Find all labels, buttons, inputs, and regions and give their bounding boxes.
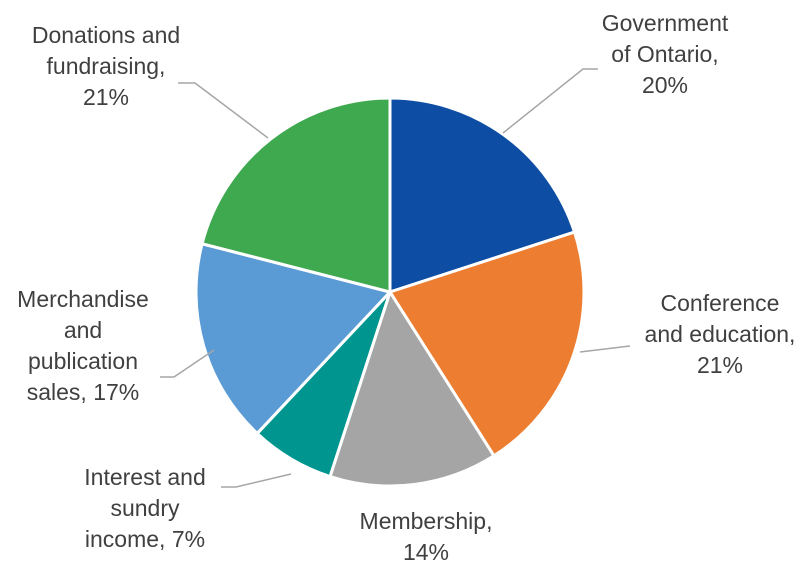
slice-label-merchandise-and-publication-sales: Merchandise and publication sales, 17% — [2, 284, 164, 408]
label-line: income, 7% — [84, 526, 206, 552]
label-line: Government — [601, 10, 729, 36]
leader-line-government-of-ontario — [502, 68, 598, 134]
slice-label-membership: Membership, 14% — [336, 506, 516, 568]
leader-line-donations-and-fundraising — [178, 82, 269, 139]
label-line: of Ontario, — [611, 41, 719, 67]
label-line: 21% — [696, 352, 744, 378]
pie-slice-government-of-ontario — [388, 96, 576, 294]
leader-line-conference-and-education — [579, 345, 631, 353]
label-line: 14% — [402, 539, 450, 565]
label-line: and — [63, 317, 103, 343]
label-line: 20% — [641, 72, 689, 98]
pie-slice-conference-and-education — [388, 230, 586, 458]
leader-lines — [160, 68, 631, 488]
slice-label-interest-and-sundry-income: Interest and sundry income, 7% — [60, 462, 230, 555]
pie-slice-merchandise-and-publication-sales — [194, 242, 392, 435]
leader-line-interest-and-sundry-income — [221, 473, 292, 488]
label-line: Merchandise — [17, 286, 149, 312]
label-line: Donations and — [31, 22, 181, 48]
label-line: 21% — [82, 84, 130, 110]
slice-label-donations-and-fundraising: Donations and fundraising, 21% — [8, 20, 204, 113]
slice-label-government-of-ontario: Government of Ontario, 20% — [570, 8, 760, 101]
label-line: sales, 17% — [26, 379, 140, 405]
pie-slice-membership — [328, 290, 496, 488]
label-line: and education, — [644, 321, 796, 347]
label-line: Conference — [660, 290, 780, 316]
label-line: publication — [28, 348, 138, 374]
label-line: fundraising, — [46, 53, 166, 79]
label-line: sundry — [110, 495, 180, 521]
leader-line-merchandise-and-publication-sales — [160, 349, 215, 378]
label-line: Membership, — [359, 508, 493, 534]
pie-slices — [194, 96, 586, 488]
label-line: Interest and — [84, 464, 206, 490]
slice-label-conference-and-education: Conference and education, 21% — [628, 288, 812, 381]
pie-slice-donations-and-fundraising — [200, 96, 392, 294]
